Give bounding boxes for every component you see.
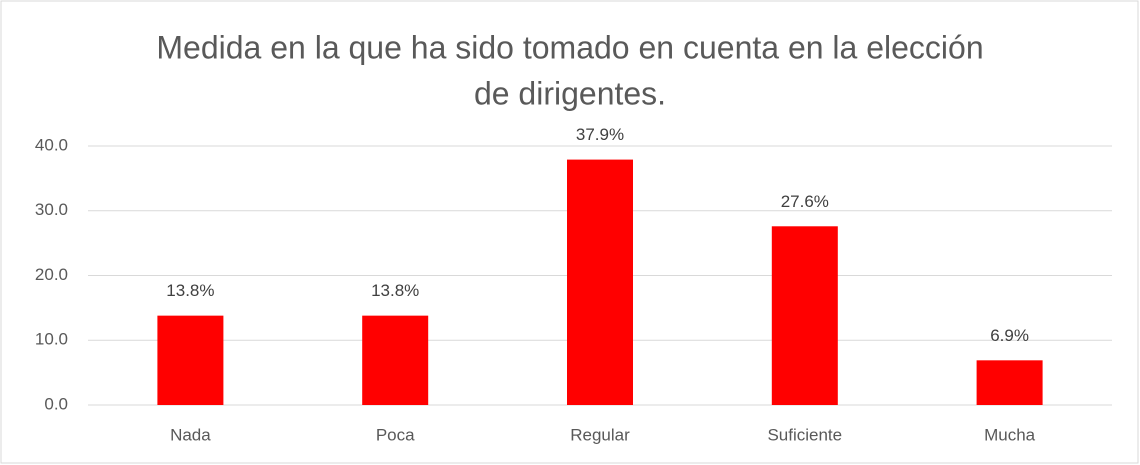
y-tick-label: 10.0	[35, 330, 68, 349]
y-tick-label: 40.0	[35, 135, 68, 154]
value-label: 6.9%	[990, 326, 1029, 345]
value-label: 27.6%	[781, 192, 829, 211]
x-tick-label: Regular	[570, 425, 630, 444]
bar	[362, 315, 429, 405]
chart-title: Medida en la que ha sido tomado en cuent…	[156, 29, 983, 65]
y-tick-label: 30.0	[35, 200, 68, 219]
x-tick-label: Suficiente	[767, 425, 842, 444]
chart-title: de dirigentes.	[474, 75, 666, 111]
bar	[771, 226, 838, 405]
y-tick-label: 20.0	[35, 265, 68, 284]
x-tick-label: Mucha	[984, 425, 1036, 444]
bar	[976, 360, 1043, 405]
x-tick-label: Nada	[170, 425, 211, 444]
value-label: 37.9%	[576, 125, 624, 144]
value-label: 13.8%	[371, 281, 419, 300]
y-tick-label: 0.0	[44, 394, 68, 413]
bar	[157, 315, 224, 405]
bar	[567, 159, 633, 405]
value-label: 13.8%	[166, 281, 214, 300]
x-tick-label: Poca	[376, 425, 415, 444]
